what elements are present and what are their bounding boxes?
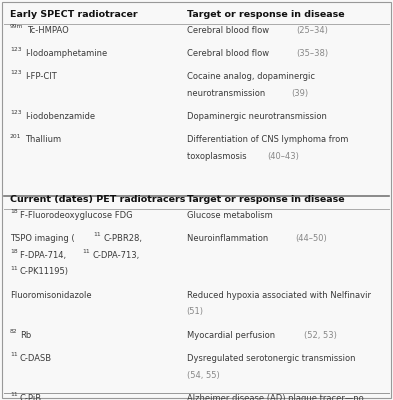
Text: (40–43): (40–43) [267,152,299,161]
Text: Cocaine analog, dopaminergic: Cocaine analog, dopaminergic [187,72,315,81]
Text: toxoplasmosis: toxoplasmosis [187,152,249,161]
Text: Dopaminergic neurotransmission: Dopaminergic neurotransmission [187,112,327,121]
Text: 123: 123 [10,70,21,76]
Text: 201: 201 [10,134,21,139]
Text: F-Fluorodeoxyglucose FDG: F-Fluorodeoxyglucose FDG [20,210,132,220]
Text: 11: 11 [10,266,18,270]
Text: Glucose metabolism: Glucose metabolism [187,210,272,220]
Text: Fluoromisonidazole: Fluoromisonidazole [10,290,92,300]
Text: I-lodoamphetamine: I-lodoamphetamine [25,49,107,58]
Text: F-DPA-714,: F-DPA-714, [20,250,68,260]
Text: Tc-HMPAO: Tc-HMPAO [27,26,69,35]
Text: Neuroinflammation: Neuroinflammation [187,234,270,243]
Text: 11: 11 [10,352,18,357]
Text: 11: 11 [83,249,90,254]
Text: Target or response in disease: Target or response in disease [187,195,344,204]
Text: 99m: 99m [10,24,23,29]
Text: neurotransmission: neurotransmission [187,89,268,98]
Text: 123: 123 [10,47,21,52]
Text: C-PBR28,: C-PBR28, [103,234,142,243]
Text: (51): (51) [187,307,204,316]
Text: Myocardial perfusion: Myocardial perfusion [187,330,277,340]
Text: C-DPA-713,: C-DPA-713, [93,250,140,260]
Text: (39): (39) [291,89,308,98]
Text: Target or response in disease: Target or response in disease [187,10,344,19]
Text: TSPO imaging (: TSPO imaging ( [10,234,74,243]
Text: C-PiB: C-PiB [20,394,42,400]
Text: Alzheimer disease (AD) plaque tracer—no: Alzheimer disease (AD) plaque tracer—no [187,394,364,400]
Text: 11: 11 [93,232,101,237]
Text: (54, 55): (54, 55) [187,370,219,380]
Text: C-DASB: C-DASB [20,354,52,363]
Text: Thallium: Thallium [25,136,61,144]
Text: 18: 18 [10,249,17,254]
Text: 123: 123 [10,110,21,116]
Text: 82: 82 [10,329,17,334]
Text: I-iodobenzamide: I-iodobenzamide [25,112,95,121]
Text: Differentiation of CNS lymphoma from: Differentiation of CNS lymphoma from [187,136,348,144]
Text: (52, 53): (52, 53) [304,330,337,340]
Text: Rb: Rb [20,330,31,340]
Text: (25–34): (25–34) [296,26,328,35]
Text: 18: 18 [10,209,17,214]
Text: Early SPECT radiotracer: Early SPECT radiotracer [10,10,138,19]
Text: (35–38): (35–38) [296,49,328,58]
Text: Cerebral blood flow: Cerebral blood flow [187,26,272,35]
Text: Reduced hypoxia associated with Nelfinavir: Reduced hypoxia associated with Nelfinav… [187,290,371,300]
Text: Current (dates) PET radiotracers: Current (dates) PET radiotracers [10,195,185,204]
Text: 11: 11 [10,392,18,397]
Text: I-FP-CIT: I-FP-CIT [25,72,57,81]
Text: C-PK11195): C-PK11195) [20,267,69,276]
Text: (44–50): (44–50) [295,234,327,243]
Text: Cerebral blood flow: Cerebral blood flow [187,49,272,58]
Text: Dysregulated serotonergic transmission: Dysregulated serotonergic transmission [187,354,355,363]
